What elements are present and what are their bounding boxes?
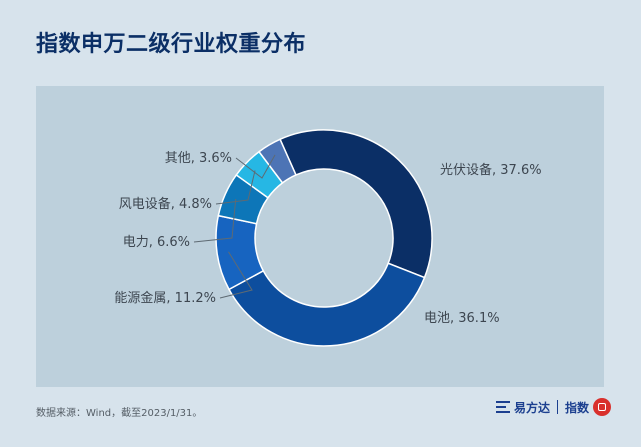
brand-logo: 易方达 指数 bbox=[495, 398, 611, 416]
slice-energy-metal-leader-line bbox=[219, 251, 253, 299]
page-title: 指数申万二级行业权重分布 bbox=[36, 32, 307, 57]
source-note: 数据来源：Wind，截至2023/1/31。 bbox=[36, 408, 203, 419]
slice-other bbox=[257, 138, 297, 184]
seal-icon bbox=[593, 398, 611, 416]
slice-photovoltaic bbox=[279, 129, 433, 279]
brand-product: 指数 bbox=[564, 400, 589, 415]
brand-name: 易方达 bbox=[513, 400, 550, 415]
slice-energy-metal-label: 能源金属, 11.2% bbox=[114, 290, 216, 306]
slice-other-label: 其他, 3.6% bbox=[165, 151, 232, 166]
brand-divider bbox=[556, 400, 558, 414]
slice-wind-leader-line bbox=[215, 170, 256, 205]
slice-other-leader-line bbox=[235, 154, 276, 179]
slice-power-label: 电力, 6.6% bbox=[123, 235, 190, 250]
brand-mark-icon bbox=[495, 401, 510, 413]
slice-wind-label: 风电设备, 4.8% bbox=[119, 196, 212, 212]
slice-photovoltaic-label: 光伏设备, 37.6% bbox=[440, 162, 542, 178]
slice-battery-label: 电池, 36.1% bbox=[424, 311, 500, 326]
slice-battery bbox=[227, 262, 426, 347]
slice-power-leader-line bbox=[193, 198, 237, 243]
